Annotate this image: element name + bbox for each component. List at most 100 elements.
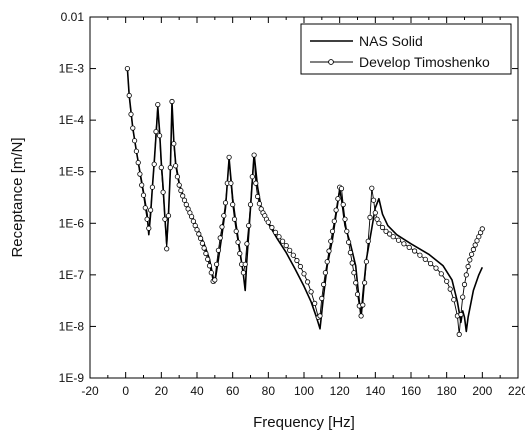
data-point-develop-timoshenko [461, 281, 468, 288]
data-point-develop-timoshenko [190, 218, 196, 224]
data-point-develop-timoshenko [235, 239, 241, 245]
x-tick-label: 80 [262, 384, 276, 398]
data-point-develop-timoshenko [198, 235, 204, 241]
data-point-develop-timoshenko [255, 193, 261, 200]
data-point-develop-timoshenko [158, 165, 164, 171]
data-point-develop-timoshenko [374, 216, 380, 222]
data-point-develop-timoshenko [308, 289, 314, 295]
data-point-develop-timoshenko [140, 192, 147, 198]
legend: NAS Solid Develop Timoshenko [300, 23, 512, 75]
data-point-develop-timoshenko [246, 223, 252, 229]
data-point-develop-timoshenko [351, 270, 357, 276]
y-axis-title: Receptance [m/N] [9, 137, 26, 257]
data-point-develop-timoshenko [160, 189, 166, 195]
data-point-develop-timoshenko [317, 313, 323, 319]
data-point-develop-timoshenko [365, 238, 371, 244]
data-point-develop-timoshenko [417, 252, 423, 258]
data-point-develop-timoshenko [181, 197, 188, 203]
data-point-develop-timoshenko [215, 247, 221, 253]
data-point-develop-timoshenko [319, 295, 325, 301]
legend-label-nas-solid: NAS Solid [359, 33, 423, 49]
data-point-develop-timoshenko [361, 280, 368, 286]
data-point-develop-timoshenko [383, 228, 389, 234]
data-point-develop-timoshenko [180, 193, 186, 199]
data-point-develop-timoshenko [164, 246, 170, 252]
data-point-develop-timoshenko [151, 161, 157, 167]
y-tick-label: 1E-8 [59, 319, 85, 333]
y-tick-label: 1E-5 [59, 165, 85, 179]
x-tick-label: 120 [330, 384, 350, 398]
data-point-develop-timoshenko [447, 286, 453, 292]
data-point-develop-timoshenko [276, 234, 282, 240]
data-point-develop-timoshenko [249, 174, 255, 180]
data-point-develop-timoshenko [217, 235, 223, 241]
data-point-develop-timoshenko [240, 270, 246, 276]
data-point-develop-timoshenko [465, 263, 471, 270]
data-point-develop-timoshenko [155, 102, 161, 108]
data-point-develop-timoshenko [335, 196, 341, 202]
data-point-develop-timoshenko [433, 265, 439, 271]
data-point-develop-timoshenko [269, 224, 275, 231]
x-tick-label: 20 [155, 384, 169, 398]
data-point-develop-timoshenko [463, 272, 469, 278]
data-point-develop-timoshenko [165, 213, 172, 219]
data-point-develop-timoshenko [169, 98, 175, 105]
data-point-develop-timoshenko [237, 250, 243, 257]
data-point-develop-timoshenko [283, 243, 289, 249]
data-point-develop-timoshenko [130, 125, 136, 131]
data-point-develop-timoshenko [370, 197, 377, 203]
data-point-develop-timoshenko [406, 244, 412, 250]
x-tick-label: 100 [294, 384, 314, 398]
data-point-develop-timoshenko [183, 202, 189, 208]
data-point-develop-timoshenko [422, 256, 428, 262]
legend-box [300, 23, 512, 75]
data-point-develop-timoshenko [222, 200, 229, 206]
x-tick-label: 60 [226, 384, 240, 398]
data-point-develop-timoshenko [139, 182, 145, 188]
series-line-develop-timoshenko [126, 68, 483, 335]
data-point-develop-timoshenko [451, 297, 457, 303]
x-tick-label: 40 [190, 384, 204, 398]
data-point-develop-timoshenko [124, 66, 131, 72]
data-point-develop-timoshenko [214, 261, 220, 267]
y-tick-label: 1E-9 [59, 371, 85, 385]
x-tick-label: 220 [508, 384, 525, 398]
data-point-develop-timoshenko [171, 141, 177, 147]
data-point-develop-timoshenko [358, 313, 364, 319]
data-point-develop-timoshenko [146, 225, 152, 231]
data-point-develop-timoshenko [148, 207, 154, 213]
data-point-develop-timoshenko [338, 186, 345, 192]
y-tick-label: 1E-7 [59, 268, 85, 282]
data-point-develop-timoshenko [137, 171, 143, 177]
data-point-develop-timoshenko [212, 277, 218, 283]
data-point-develop-timoshenko [427, 260, 434, 267]
data-point-develop-timoshenko [265, 219, 271, 225]
data-point-develop-timoshenko [173, 163, 179, 169]
y-tick-label: 1E-6 [59, 216, 85, 230]
x-tick-label: -20 [81, 384, 99, 398]
data-point-develop-timoshenko [395, 237, 402, 243]
x-tick-label: 160 [401, 384, 421, 398]
data-point-develop-timoshenko [363, 259, 369, 265]
data-point-develop-timoshenko [153, 129, 159, 135]
data-point-develop-timoshenko [247, 202, 254, 208]
data-point-develop-timoshenko [251, 152, 257, 158]
data-point-develop-timoshenko [333, 207, 339, 213]
data-point-develop-timoshenko [320, 281, 327, 288]
data-point-develop-timoshenko [126, 92, 132, 99]
data-point-develop-timoshenko [221, 213, 227, 219]
data-point-develop-timoshenko [476, 234, 482, 240]
data-point-develop-timoshenko [304, 279, 311, 285]
data-point-develop-timoshenko [354, 291, 361, 297]
data-point-develop-timoshenko [230, 202, 236, 208]
data-point-develop-timoshenko [360, 302, 366, 308]
data-point-develop-timoshenko [201, 245, 207, 251]
y-tick-label: 1E-4 [59, 113, 85, 127]
x-tick-label: 200 [472, 384, 492, 398]
data-point-develop-timoshenko [460, 294, 466, 300]
data-point-develop-timoshenko [444, 278, 450, 284]
legend-label-develop-timoshenko: Develop Timoshenko [359, 54, 490, 70]
data-point-develop-timoshenko [244, 241, 250, 247]
data-point-develop-timoshenko [157, 133, 163, 139]
